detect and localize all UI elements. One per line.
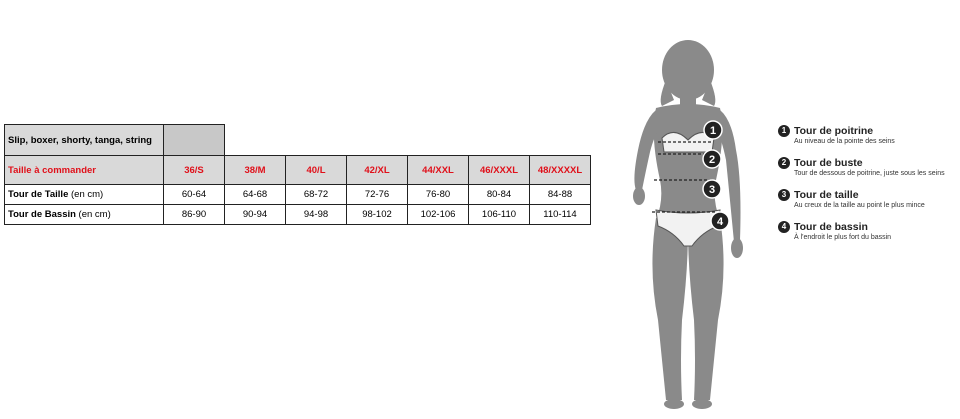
marker-1-label: 1 [710,125,716,137]
table-cell: 90-94 [224,204,286,225]
table-row: Tour de Taille (en cm) 60-64 64-68 68-72… [4,184,591,205]
row-label-name: Tour de Bassin [8,209,76,220]
table-cell: 86-90 [163,204,225,225]
body-silhouette-illustration: 1 2 3 4 [633,40,743,409]
row-label-unit: (en cm) [75,209,111,220]
table-cell: 60-64 [163,184,225,205]
order-size-label: Taille à commander [4,155,164,185]
legend-description: À l'endroit le plus fort du bassin [794,234,892,241]
table-cell: 68-72 [285,184,347,205]
briefs-outline [655,209,721,247]
size-header: 46/XXXL [468,155,530,185]
legend-number-icon: 3 [778,189,790,201]
size-header: 38/M [224,155,286,185]
empty-cell [225,125,591,156]
legend-description: Tour de dessous de poitrine, juste sous … [794,170,945,177]
legend-description: Au creux de la taille au point le plus m… [794,202,925,209]
row-label-unit: (en cm) [68,189,104,200]
legend-title: Tour de taille [794,189,859,201]
legend-item-chest: 1 Tour de poitrine Au niveau de la point… [778,125,958,146]
marker-1-icon [703,120,723,140]
measurement-legend: 1 Tour de poitrine Au niveau de la point… [778,125,958,253]
table-row: Tour de Bassin (en cm) 86-90 90-94 94-98… [4,204,591,225]
legend-title: Tour de poitrine [794,125,874,137]
legend-item-waist: 3 Tour de taille Au creux de la taille a… [778,189,958,210]
marker-2-icon [702,149,722,169]
table-cell: 84-88 [529,184,591,205]
table-cell: 80-84 [468,184,530,205]
legend-item-hips: 4 Tour de bassin À l'endroit le plus for… [778,221,958,242]
size-chart-table: Slip, boxer, shorty, tanga, string Taill… [4,124,591,225]
size-header-row: Taille à commander 36/S 38/M 40/L 42/XL … [4,155,591,185]
size-header: 42/XL [346,155,408,185]
table-cell: 110-114 [529,204,591,225]
table-cell: 106-110 [468,204,530,225]
table-cell: 98-102 [346,204,408,225]
size-header: 44/XXL [407,155,469,185]
legend-number-icon: 4 [778,221,790,233]
category-filler-cell [163,124,225,156]
table-cell: 72-76 [346,184,408,205]
legend-description: Au niveau de la pointe des seins [794,138,895,145]
size-header: 48/XXXXL [529,155,591,185]
marker-2-label: 2 [709,154,715,166]
size-header: 36/S [163,155,225,185]
legend-number-icon: 2 [778,157,790,169]
table-cell: 102-106 [407,204,469,225]
legend-item-bust: 2 Tour de buste Tour de dessous de poitr… [778,157,958,178]
row-label: Tour de Taille (en cm) [4,184,164,205]
row-label: Tour de Bassin (en cm) [4,204,164,225]
marker-3-label: 3 [709,184,715,196]
category-row: Slip, boxer, shorty, tanga, string [4,124,591,156]
row-label-name: Tour de Taille [8,189,69,200]
marker-4-label: 4 [717,216,724,228]
table-cell: 94-98 [285,204,347,225]
marker-4-icon [710,211,730,231]
legend-title: Tour de bassin [794,221,868,233]
measurement-lines [652,141,716,213]
measurement-markers: 1 2 3 4 [702,120,730,231]
table-cell: 64-68 [224,184,286,205]
legend-number-icon: 1 [778,125,790,137]
marker-3-icon [702,179,722,199]
size-header: 40/L [285,155,347,185]
category-label: Slip, boxer, shorty, tanga, string [4,124,164,156]
legend-title: Tour de buste [794,157,863,169]
table-cell: 76-80 [407,184,469,205]
